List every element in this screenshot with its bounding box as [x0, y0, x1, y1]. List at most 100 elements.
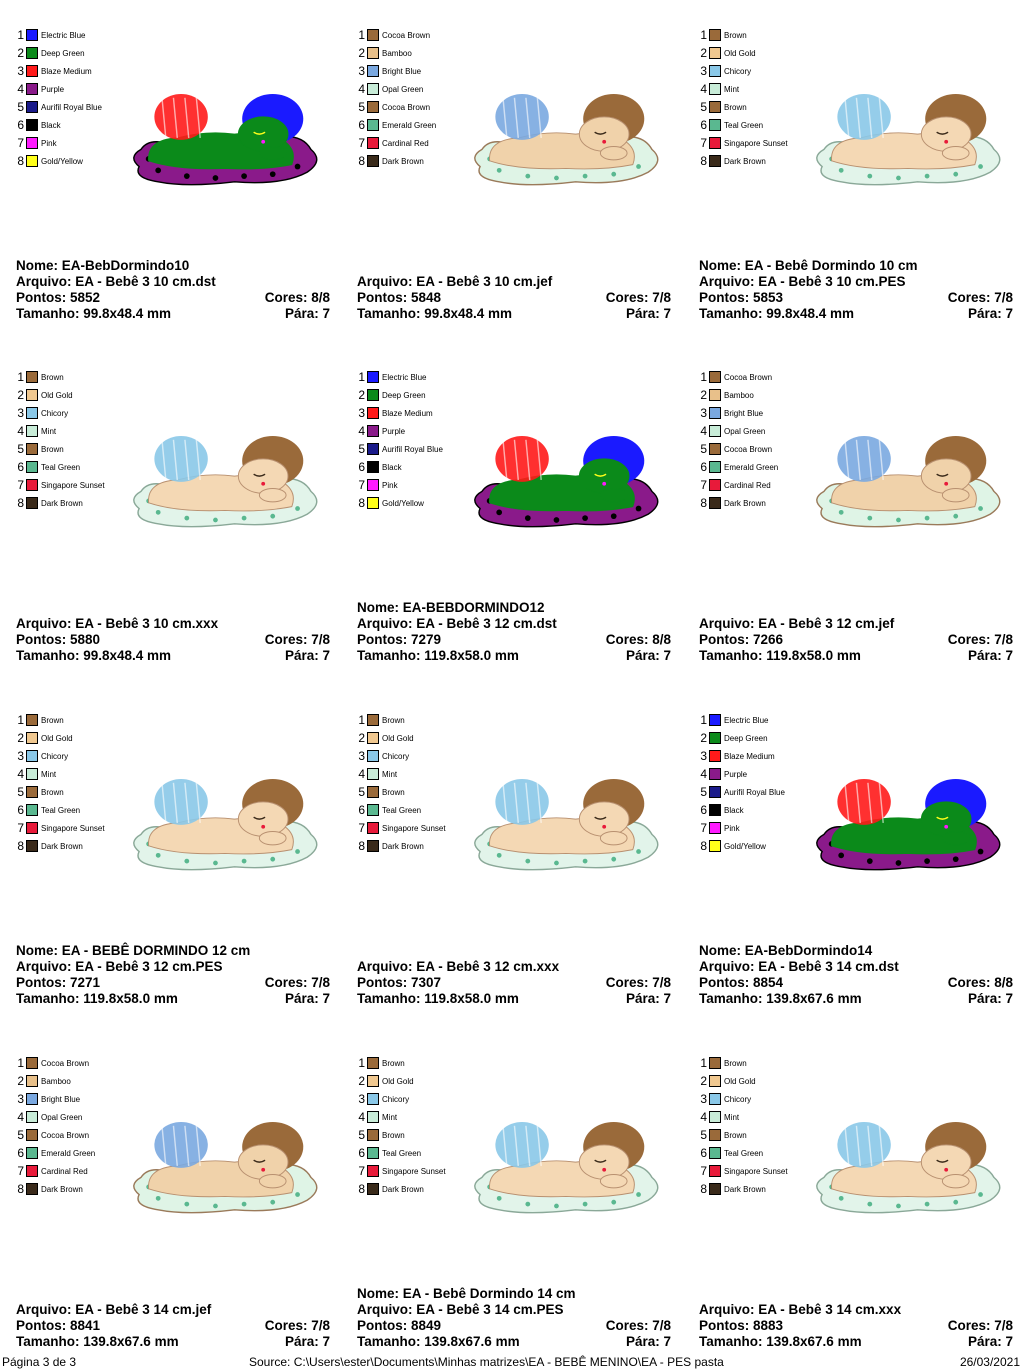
- color-swatch: [709, 1147, 721, 1159]
- color-swatch: [26, 47, 38, 59]
- color-number: 8: [17, 1182, 24, 1196]
- cloud-dot: [924, 858, 930, 864]
- diaper-stripe: [161, 782, 167, 823]
- cloud-dot: [635, 505, 642, 512]
- diaper-stripe: [536, 439, 542, 480]
- baby-face: [578, 1144, 630, 1180]
- embroidery-design: [133, 94, 318, 186]
- embroidery-design: [816, 779, 1001, 871]
- color-number: 1: [700, 28, 707, 42]
- color-name: Dark Brown: [724, 498, 766, 508]
- diaper-stripe: [161, 1125, 167, 1166]
- color-name: Emerald Green: [382, 120, 437, 130]
- info-value: Cores: 7/8: [947, 632, 1013, 647]
- color-number: 6: [17, 460, 24, 474]
- diaper: [154, 94, 208, 140]
- color-number: 3: [358, 406, 365, 420]
- color-number: 6: [700, 1146, 707, 1160]
- color-number: 8: [700, 839, 707, 853]
- color-swatch: [709, 407, 721, 419]
- color-number: 2: [358, 1074, 365, 1088]
- design-card: 1 Brown 2 Old Gold 3 Chicory 4 Mint 5 Brown 6 Teal …: [349, 685, 679, 1015]
- color-swatch: [367, 1111, 379, 1123]
- color-row: 2 Old Gold: [697, 44, 788, 62]
- color-row: 5 Brown: [697, 98, 788, 116]
- cloud-dot: [611, 856, 617, 862]
- info-label: Tamanho: 139.8x67.6 mm: [699, 1334, 862, 1349]
- info-label: Pontos: 8883: [699, 1318, 784, 1333]
- color-number: 2: [700, 731, 707, 745]
- info-label: Tamanho: 99.8x48.4 mm: [16, 648, 172, 663]
- info-value: Cores: 7/8: [264, 632, 330, 647]
- color-row: 5 Brown: [355, 1126, 446, 1144]
- color-name: Aurifil Royal Blue: [382, 444, 443, 454]
- info-label: Tamanho: 139.8x67.6 mm: [357, 1334, 520, 1349]
- page-footer: Página 3 de 3 Source: C:\Users\ester\Doc…: [0, 1355, 1024, 1370]
- baby-face: [237, 116, 289, 152]
- cloud-dot: [636, 164, 641, 169]
- embroidery-design: [133, 1122, 318, 1214]
- color-name: Brown: [382, 715, 405, 725]
- color-swatch: [367, 83, 379, 95]
- color-row: 6 Emerald Green: [14, 1144, 95, 1162]
- color-swatch: [26, 732, 38, 744]
- cloud-dot: [184, 515, 190, 521]
- color-name: Purple: [724, 769, 748, 779]
- diaper-stripe: [855, 439, 861, 480]
- cloud-dot: [896, 175, 901, 181]
- color-row: 4 Mint: [355, 765, 446, 783]
- color-row: 1 Electric Blue: [355, 368, 443, 386]
- color-row: 4 Purple: [697, 765, 785, 783]
- color-number: 7: [358, 136, 365, 150]
- color-swatch: [26, 1075, 38, 1087]
- color-name: Dark Brown: [724, 156, 766, 166]
- info-line: Pontos: 7307 Cores: 7/8: [357, 975, 671, 991]
- color-number: 8: [17, 496, 24, 510]
- diaper: [495, 436, 549, 482]
- color-name: Brown: [382, 787, 405, 797]
- info-line: Arquivo: EA - Bebê 3 10 cm.PES: [699, 274, 1013, 290]
- color-name: Blaze Medium: [382, 408, 433, 418]
- color-swatch: [367, 479, 379, 491]
- closed-eye: [936, 131, 949, 135]
- cloud-dot: [838, 509, 844, 515]
- cloud-dot: [524, 515, 531, 521]
- info-value: Pára: 7: [284, 991, 330, 1006]
- design-info: Arquivo: EA - Bebê 3 12 cm.xxx Pontos: 73…: [357, 959, 671, 1007]
- cloud-dot: [838, 852, 845, 859]
- baby-hand: [599, 146, 628, 161]
- cloud-dot: [896, 1203, 901, 1209]
- info-line: Pontos: 7271 Cores: 7/8: [16, 975, 330, 991]
- color-row: 6 Teal Green: [14, 458, 105, 476]
- color-swatch: [26, 1165, 38, 1177]
- color-name: Aurifil Royal Blue: [724, 787, 785, 797]
- color-row: 3 Chicory: [697, 1090, 788, 1108]
- diaper-stripe: [867, 1125, 873, 1166]
- color-swatch: [26, 497, 38, 509]
- cloud-dot: [977, 848, 984, 855]
- info-line: Nome: EA-BebDormindo14: [699, 943, 1013, 959]
- cloud-dot: [978, 506, 983, 511]
- design-info: Nome: EA-BebDormindo14 Arquivo: EA - Bebê…: [699, 943, 1013, 1007]
- color-number: 3: [358, 749, 365, 763]
- diaper: [837, 94, 891, 140]
- color-row: 4 Opal Green: [355, 80, 436, 98]
- mouth: [261, 481, 266, 486]
- color-number: 7: [17, 821, 24, 835]
- info-line: Arquivo: EA - Bebê 3 12 cm.xxx: [357, 959, 671, 975]
- color-swatch: [26, 1111, 38, 1123]
- info-label: Pontos: 5880: [16, 632, 101, 647]
- embroidery-design: [474, 779, 659, 871]
- color-swatch: [367, 1093, 379, 1105]
- color-swatch: [367, 443, 379, 455]
- cloud-dot: [295, 849, 300, 854]
- color-name: Old Gold: [724, 48, 756, 58]
- color-row: 1 Brown: [14, 368, 105, 386]
- info-line: Tamanho: 119.8x58.0 mm Pára: 7: [357, 648, 671, 664]
- color-list: 1 Brown 2 Old Gold 3 Chicory 4 Mint 5 Brown 6 Teal …: [355, 711, 446, 855]
- color-name: Brown: [382, 1130, 405, 1140]
- info-label: Pontos: 8849: [357, 1318, 442, 1333]
- color-row: 7 Singapore Sunset: [697, 134, 787, 152]
- info-label: Tamanho: 99.8x48.4 mm: [16, 306, 172, 321]
- color-name: Deep Green: [724, 733, 768, 743]
